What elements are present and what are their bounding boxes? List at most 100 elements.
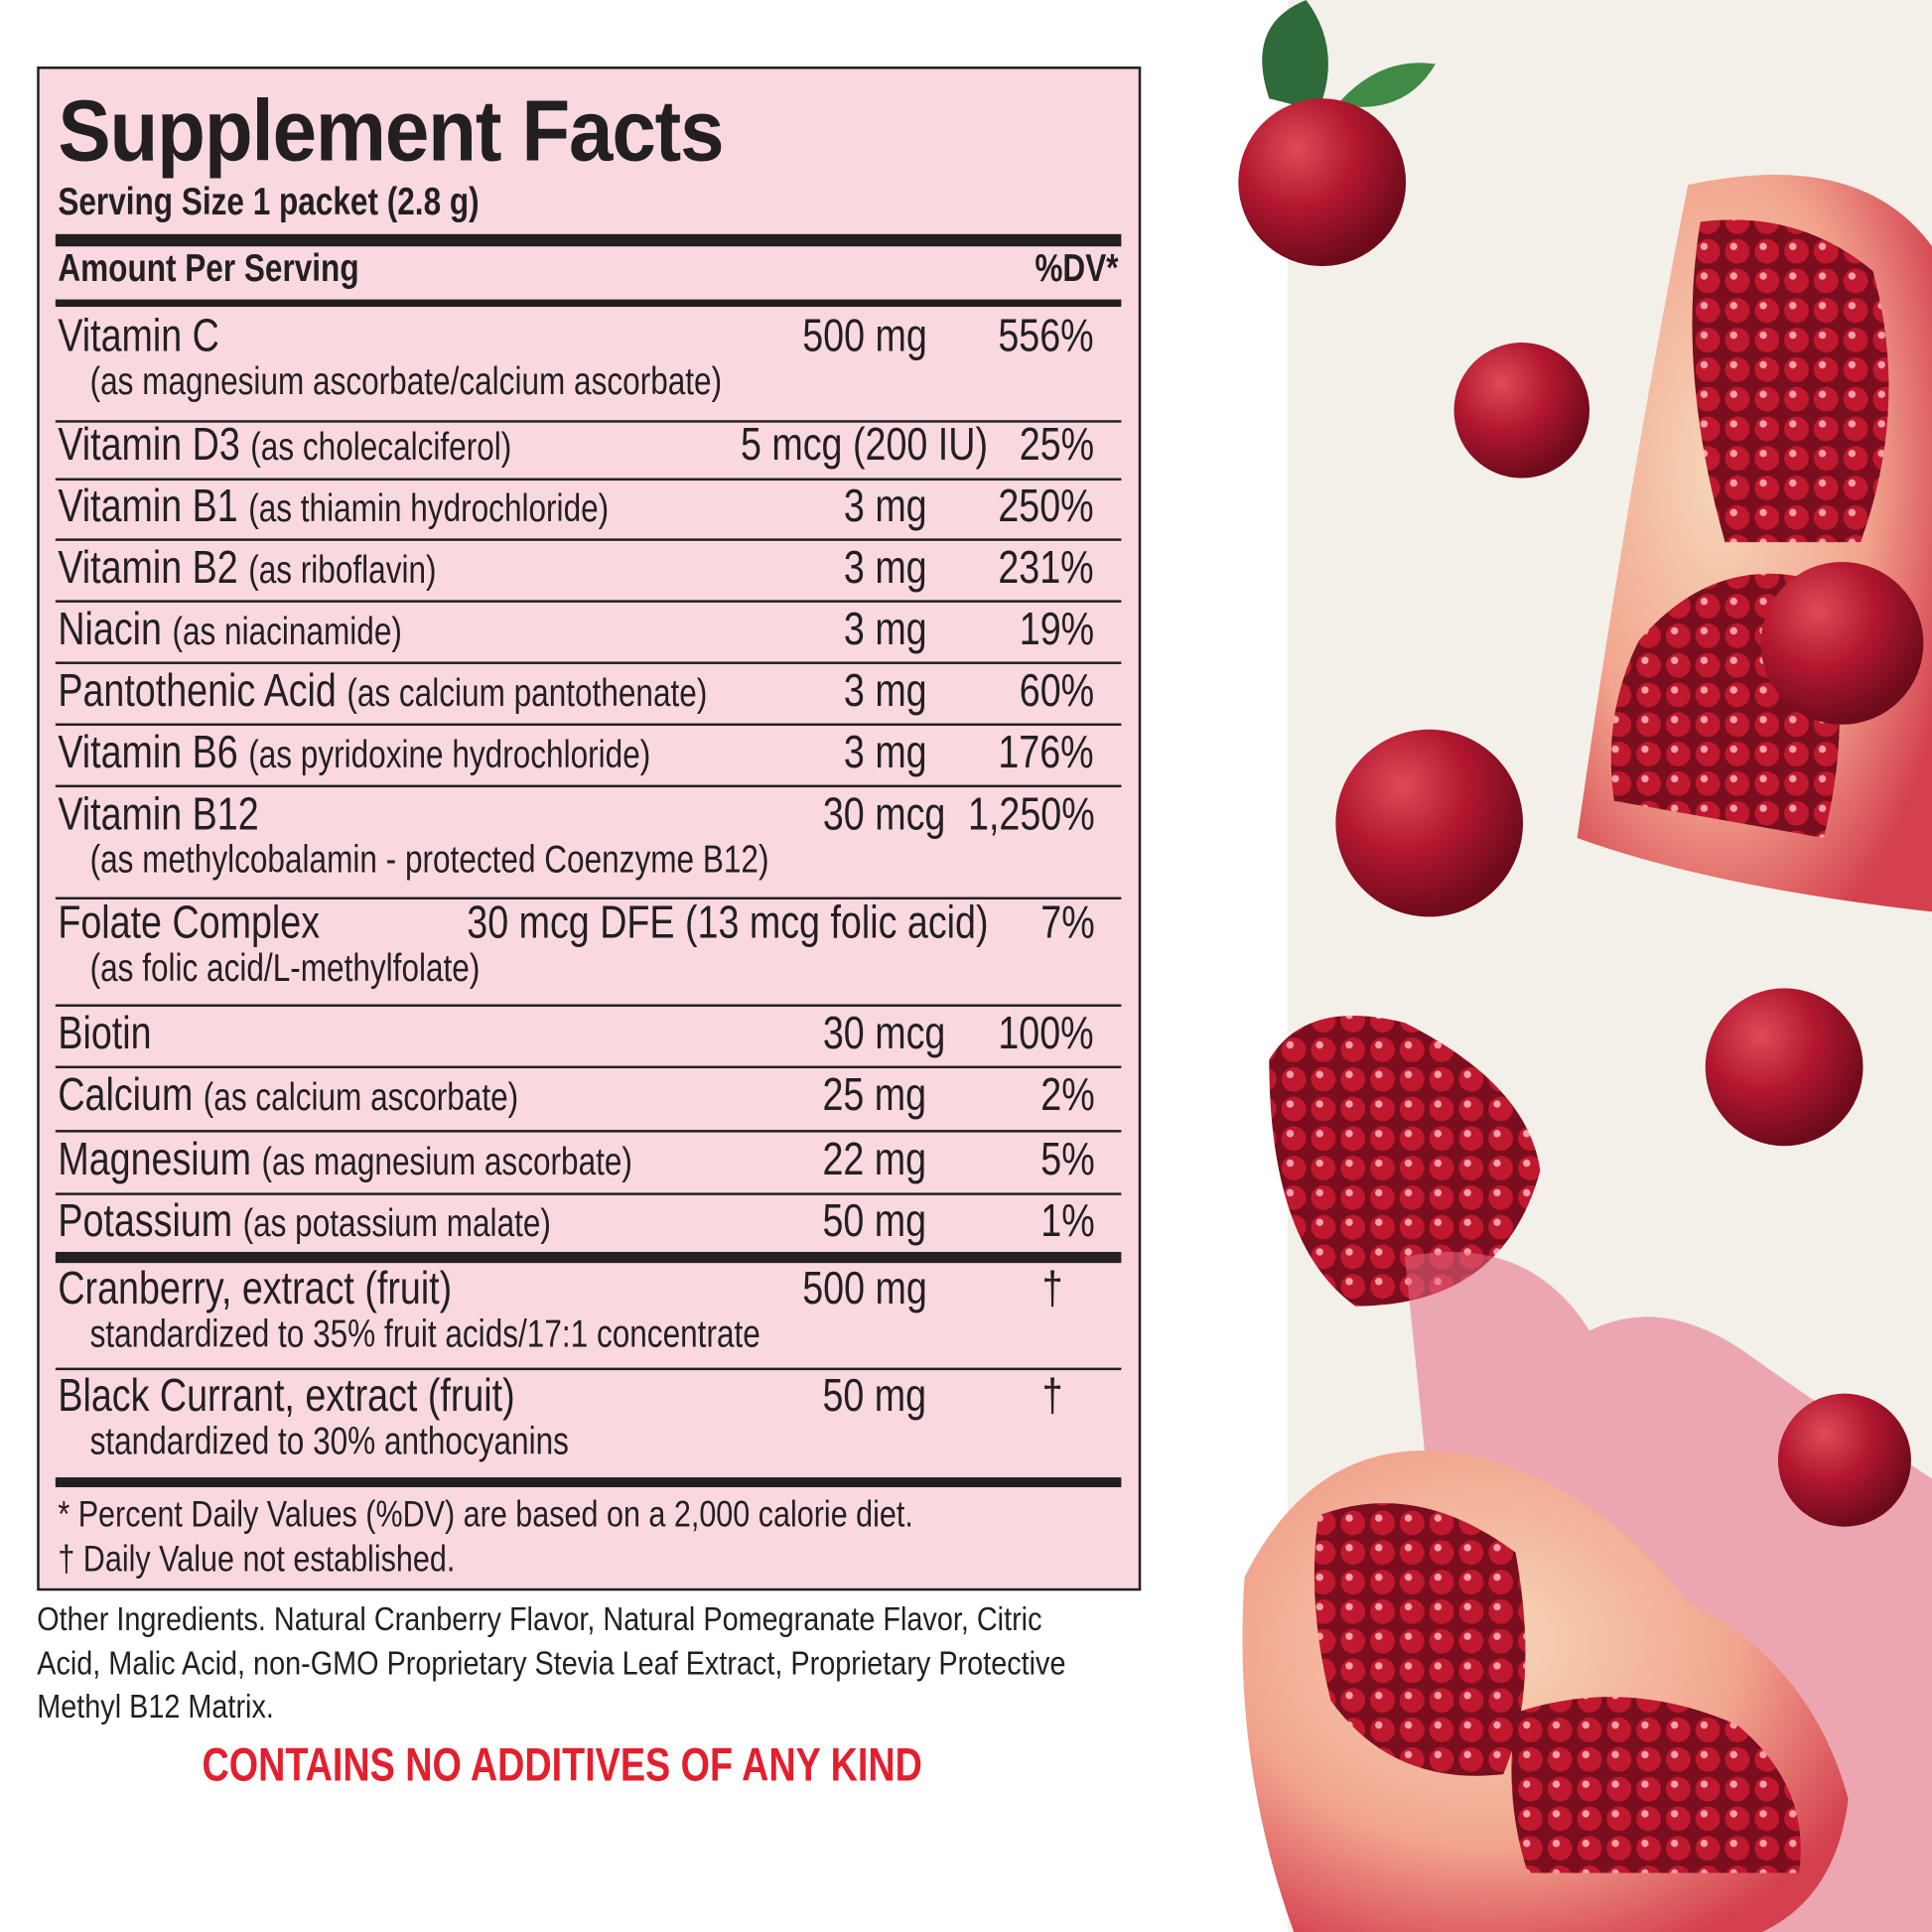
nutrient-amount: 50 mg [822, 1370, 927, 1421]
nutrient-amount: 30 mcg DFE (13 mcg folic acid) [467, 897, 989, 948]
nutrient-source: (as niacinamide) [172, 610, 402, 653]
other-ingredients-line: Other Ingredients. Natural Cranberry Fla… [37, 1600, 1042, 1638]
nutrient-name-text: Pantothenic Acid [58, 665, 337, 717]
nutrient-dv: 25% [1019, 418, 1095, 470]
nutrient-amount: 3 mg [843, 727, 927, 778]
cranberry-icon [1238, 98, 1407, 267]
nutrient-dv: 1% [1039, 1194, 1095, 1246]
nutrient-name: Folate Complex [58, 897, 377, 949]
nutrient-subtext: (as magnesium ascorbate/calcium ascorbat… [89, 359, 723, 403]
nutrient-subtext: (as methylcobalamin - protected Coenzyme… [89, 837, 769, 882]
nutrient-name-text: Vitamin D3 [58, 418, 240, 470]
footnote-dagger: † Daily Value not established. [58, 1539, 456, 1581]
amount-per-serving-header: Amount Per Serving [58, 246, 359, 290]
serving-size: Serving Size 1 packet (2.8 g) [58, 180, 480, 223]
nutrient-source: (as potassium malate) [242, 1201, 551, 1245]
row-divider [55, 1065, 1122, 1068]
cranberry-icon [1705, 988, 1863, 1147]
nutrient-name: Vitamin B6 (as pyridoxine hydrochloride) [58, 727, 780, 778]
panel-title: Supplement Facts [58, 82, 724, 179]
row-divider [55, 478, 1122, 481]
row-divider [55, 723, 1122, 726]
divider-thick [55, 233, 1122, 247]
row-divider [55, 1192, 1122, 1195]
nutrient-subtext: (as folic acid/L-methylfolate) [89, 946, 481, 990]
dv-header: %DV* [1035, 246, 1119, 290]
nutrient-name: Cranberry, extract (fruit) [58, 1263, 538, 1314]
nutrient-subtext: standardized to 30% anthocyanins [89, 1419, 569, 1463]
supplement-facts-panel [37, 67, 1142, 1591]
nutrient-source: (as calcium ascorbate) [203, 1075, 519, 1119]
nutrient-name: Pantothenic Acid (as calcium pantothenat… [58, 665, 850, 717]
nutrient-name-text: Vitamin C [58, 310, 219, 361]
nutrient-source: (as thiamin hydrochloride) [248, 486, 610, 530]
row-divider [55, 784, 1122, 787]
nutrient-name-text: Vitamin B6 [58, 727, 238, 778]
nutrient-name: Vitamin B1 (as thiamin hydrochloride) [58, 481, 730, 532]
nutrient-amount: 500 mg [801, 310, 927, 361]
nutrient-name: Vitamin B2 (as riboflavin) [58, 542, 519, 594]
nutrient-name: Potassium (as potassium malate) [58, 1195, 659, 1247]
nutrient-amount: 30 mcg [822, 1008, 945, 1059]
nutrient-amount: 3 mg [843, 604, 927, 655]
nutrient-amount: 5 mcg (200 IU) [741, 418, 989, 470]
nutrient-amount: 50 mg [822, 1194, 927, 1246]
nutrient-dv: 231% [998, 542, 1095, 593]
nutrient-name: Vitamin D3 (as cholecalciferol) [58, 419, 611, 471]
cranberry-icon [1760, 561, 1924, 725]
nutrient-amount: 25 mg [822, 1069, 927, 1121]
row-divider [55, 1130, 1122, 1132]
nutrient-amount: 3 mg [843, 665, 927, 717]
row-divider [55, 600, 1122, 603]
nutrient-name: Black Currant, extract (fruit) [58, 1370, 615, 1422]
nutrient-name-text: Vitamin B12 [58, 788, 259, 840]
leaf-icon [1262, 0, 1328, 111]
row-divider [55, 897, 1122, 899]
nutrient-name: Magnesium (as magnesium ascorbate) [58, 1134, 759, 1185]
nutrient-name: Niacin (as niacinamide) [58, 604, 478, 655]
nutrient-dv: 60% [1019, 665, 1095, 717]
cranberry-icon [1453, 343, 1590, 479]
row-divider [55, 661, 1122, 664]
nutrient-dv: 5% [1039, 1133, 1095, 1184]
nutrient-name-text: Magnesium [58, 1133, 251, 1184]
nutrient-amount: 30 mcg [822, 788, 945, 840]
nutrient-name-text: Biotin [58, 1008, 152, 1059]
nutrient-name: Vitamin C [58, 311, 254, 362]
nutrient-name-text: Calcium [58, 1069, 194, 1121]
leaf-icon [1336, 63, 1436, 107]
nutrient-dv: 556% [998, 310, 1095, 361]
divider [55, 1477, 1122, 1488]
nutrient-dv: † [1042, 1263, 1064, 1314]
nutrient-name-text: Niacin [58, 604, 162, 655]
other-ingredients-line: Methyl B12 Matrix. [37, 1688, 274, 1725]
nutrient-amount: 500 mg [801, 1263, 927, 1314]
nutrient-name: Biotin [58, 1008, 172, 1059]
footnote-dv: * Percent Daily Values (%DV) are based o… [58, 1494, 913, 1536]
row-divider [55, 1004, 1122, 1007]
nutrient-amount: 3 mg [843, 481, 927, 531]
nutrient-name: Calcium (as calcium ascorbate) [58, 1069, 620, 1121]
nutrient-subtext: standardized to 35% fruit acids/17:1 con… [89, 1311, 760, 1356]
cranberry-pomegranate-artwork [1238, 0, 1932, 1932]
divider [55, 1367, 1122, 1370]
divider-thick [55, 299, 1122, 308]
nutrient-source: (as calcium pantothenate) [346, 671, 708, 715]
row-divider [55, 420, 1122, 423]
nutrient-source: (as magnesium ascorbate) [261, 1140, 632, 1183]
divider [55, 1251, 1122, 1264]
nutrient-dv: † [1042, 1370, 1064, 1421]
nutrient-name-text: Black Currant, extract (fruit) [58, 1370, 515, 1421]
nutrient-amount: 3 mg [843, 542, 927, 593]
nutrient-name-text: Vitamin B1 [58, 481, 238, 531]
nutrient-source: (as pyridoxine hydrochloride) [248, 733, 651, 776]
nutrient-source: (as cholecalciferol) [250, 425, 512, 469]
other-ingredients-line: Acid, Malic Acid, non-GMO Proprietary St… [37, 1644, 1066, 1683]
nutrient-amount: 22 mg [822, 1133, 927, 1184]
cranberry-icon [1335, 729, 1523, 917]
nutrient-name: Vitamin B12 [58, 788, 303, 840]
nutrient-name-text: Cranberry, extract (fruit) [58, 1263, 453, 1314]
nutrient-dv: 176% [998, 727, 1095, 778]
nutrient-dv: 250% [998, 481, 1095, 531]
row-divider [55, 538, 1122, 541]
